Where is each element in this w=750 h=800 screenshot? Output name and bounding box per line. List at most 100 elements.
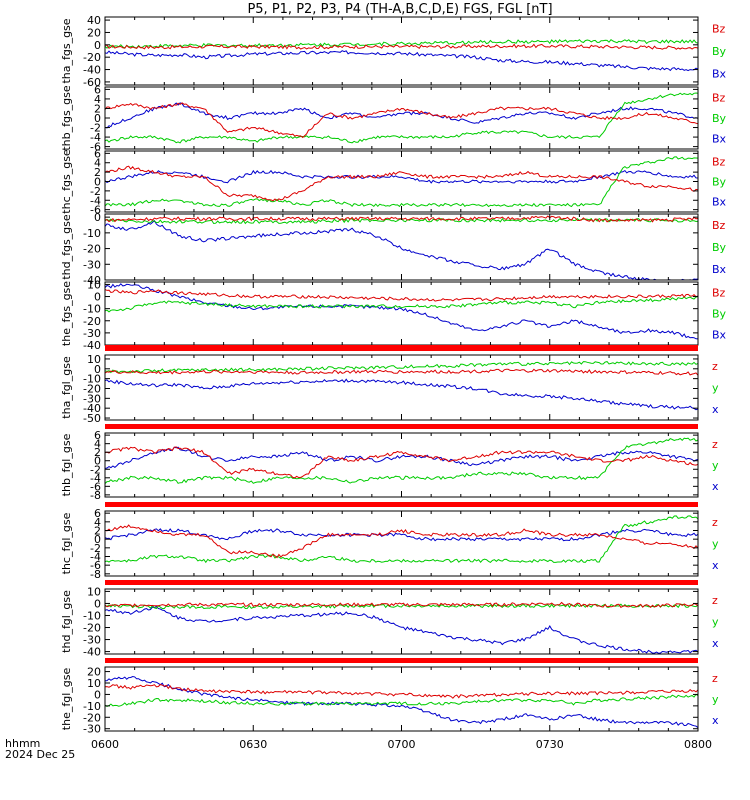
chart-title: P5, P1, P2, P3, P4 (TH-A,B,C,D,E) FGS, F… bbox=[247, 2, 552, 17]
legend-label-y: y bbox=[712, 459, 719, 472]
y-tick-label: -30 bbox=[83, 392, 101, 405]
y-tick-label: 4 bbox=[94, 157, 101, 170]
y-tick-label: -40 bbox=[83, 339, 101, 352]
y-axis-label: the_fgl_gse bbox=[60, 668, 73, 731]
series-line-By bbox=[105, 156, 698, 208]
y-axis-label: thb_fgl_gse bbox=[60, 433, 73, 496]
legend-label-Bz: Bz bbox=[712, 23, 726, 36]
fgl-separator-bar bbox=[105, 658, 698, 663]
series-line-z bbox=[105, 368, 698, 376]
y-tick-label: 10 bbox=[87, 353, 101, 366]
series-line-y bbox=[105, 437, 698, 484]
y-tick-label: 0 bbox=[94, 533, 101, 546]
y-tick-label: 4 bbox=[94, 516, 101, 529]
legend-label-By: By bbox=[712, 112, 727, 125]
y-tick-label: 20 bbox=[87, 666, 101, 679]
series-line-x bbox=[105, 528, 698, 542]
y-tick-label: 2 bbox=[94, 102, 101, 115]
y-tick-label: 2 bbox=[94, 166, 101, 179]
y-axis-label: thc_fgs_gse bbox=[60, 149, 73, 214]
y-tick-label: 4 bbox=[94, 438, 101, 451]
y-axis-label: thc_fgl_gse bbox=[60, 512, 73, 574]
series-line-Bz bbox=[105, 102, 698, 139]
y-tick-label: 0 bbox=[94, 211, 101, 224]
y-axis-label: the_fgs_gse bbox=[60, 281, 73, 346]
y-tick-label: -2 bbox=[90, 122, 101, 135]
series-line-Bx bbox=[105, 102, 698, 129]
y-tick-label: 0 bbox=[94, 455, 101, 468]
y-tick-label: -30 bbox=[83, 634, 101, 647]
legend-label-By: By bbox=[712, 308, 727, 321]
y-tick-label: 0 bbox=[94, 688, 101, 701]
series-line-Bx bbox=[105, 219, 698, 280]
y-tick-label: -40 bbox=[83, 64, 101, 77]
series-line-z bbox=[105, 524, 698, 559]
y-tick-label: 0 bbox=[94, 291, 101, 304]
legend-label-Bz: Bz bbox=[712, 92, 726, 105]
x-tick-label: 0600 bbox=[91, 738, 119, 751]
fgl-separator-bar bbox=[105, 580, 698, 585]
series-line-By bbox=[105, 296, 698, 313]
y-tick-label: -40 bbox=[83, 646, 101, 659]
series-line-x bbox=[105, 605, 698, 654]
y-tick-label: -6 bbox=[90, 559, 101, 572]
y-tick-label: -6 bbox=[90, 141, 101, 154]
panel-thd_fgs_gse: 0 -10 -20 -30 -40 thd_fgs_gse Bz By Bx bbox=[60, 211, 727, 287]
y-tick-label: -6 bbox=[90, 480, 101, 493]
legend-label-y: y bbox=[712, 693, 719, 706]
y-tick-label: -8 bbox=[90, 489, 101, 502]
series-line-x bbox=[105, 446, 698, 469]
legend-label-x: x bbox=[712, 480, 719, 493]
y-tick-label: -20 bbox=[83, 315, 101, 328]
y-tick-label: 4 bbox=[94, 93, 101, 106]
y-tick-label: -30 bbox=[83, 723, 101, 736]
legend-label-z: z bbox=[712, 438, 718, 451]
y-tick-label: -30 bbox=[83, 258, 101, 271]
y-axis-label: tha_fgs_gse bbox=[60, 18, 73, 83]
y-tick-label: -8 bbox=[90, 568, 101, 581]
legend-label-x: x bbox=[712, 714, 719, 727]
legend-label-z: z bbox=[712, 672, 718, 685]
y-tick-label: 10 bbox=[87, 677, 101, 690]
time-axis: 0600 0630 0700 0730 0800 bbox=[91, 738, 712, 751]
legend-label-x: x bbox=[712, 403, 719, 416]
y-tick-label: -10 bbox=[83, 227, 101, 240]
fgl-separator-bar bbox=[105, 424, 698, 429]
y-tick-label: -2 bbox=[90, 463, 101, 476]
fgl-separator-bar bbox=[105, 502, 698, 507]
y-axis-label: tha_fgl_gse bbox=[60, 356, 73, 419]
y-tick-label: 0 bbox=[94, 597, 101, 610]
y-tick-label: 0 bbox=[94, 363, 101, 376]
y-tick-label: -40 bbox=[83, 274, 101, 287]
y-tick-label: -50 bbox=[83, 412, 101, 425]
series-line-Bz bbox=[105, 288, 698, 302]
y-tick-label: 0 bbox=[94, 39, 101, 52]
legend-label-z: z bbox=[712, 360, 718, 373]
series-line-By bbox=[105, 92, 698, 144]
y-axis-label: thb_fgs_gse bbox=[60, 85, 73, 151]
y-tick-label: -2 bbox=[90, 185, 101, 198]
y-tick-label: -20 bbox=[83, 382, 101, 395]
y-tick-label: 20 bbox=[87, 26, 101, 39]
y-tick-label: -40 bbox=[83, 402, 101, 415]
legend-label-By: By bbox=[712, 176, 727, 189]
legend-label-Bx: Bx bbox=[712, 196, 727, 209]
y-tick-label: -10 bbox=[83, 373, 101, 386]
legend-label-By: By bbox=[712, 45, 727, 58]
y-tick-label: -10 bbox=[83, 700, 101, 713]
x-tick-label: 0800 bbox=[684, 738, 712, 751]
legend-label-Bx: Bx bbox=[712, 263, 727, 276]
legend-label-Bz: Bz bbox=[712, 155, 726, 168]
y-tick-label: -4 bbox=[90, 194, 101, 207]
y-tick-label: -10 bbox=[83, 609, 101, 622]
legend-label-z: z bbox=[712, 594, 718, 607]
legend-label-Bx: Bx bbox=[712, 67, 727, 80]
y-tick-label: -20 bbox=[83, 243, 101, 256]
y-tick-label: -4 bbox=[90, 131, 101, 144]
y-tick-label: 10 bbox=[87, 585, 101, 598]
y-tick-label: -30 bbox=[83, 327, 101, 340]
legend-label-Bx: Bx bbox=[712, 328, 727, 341]
